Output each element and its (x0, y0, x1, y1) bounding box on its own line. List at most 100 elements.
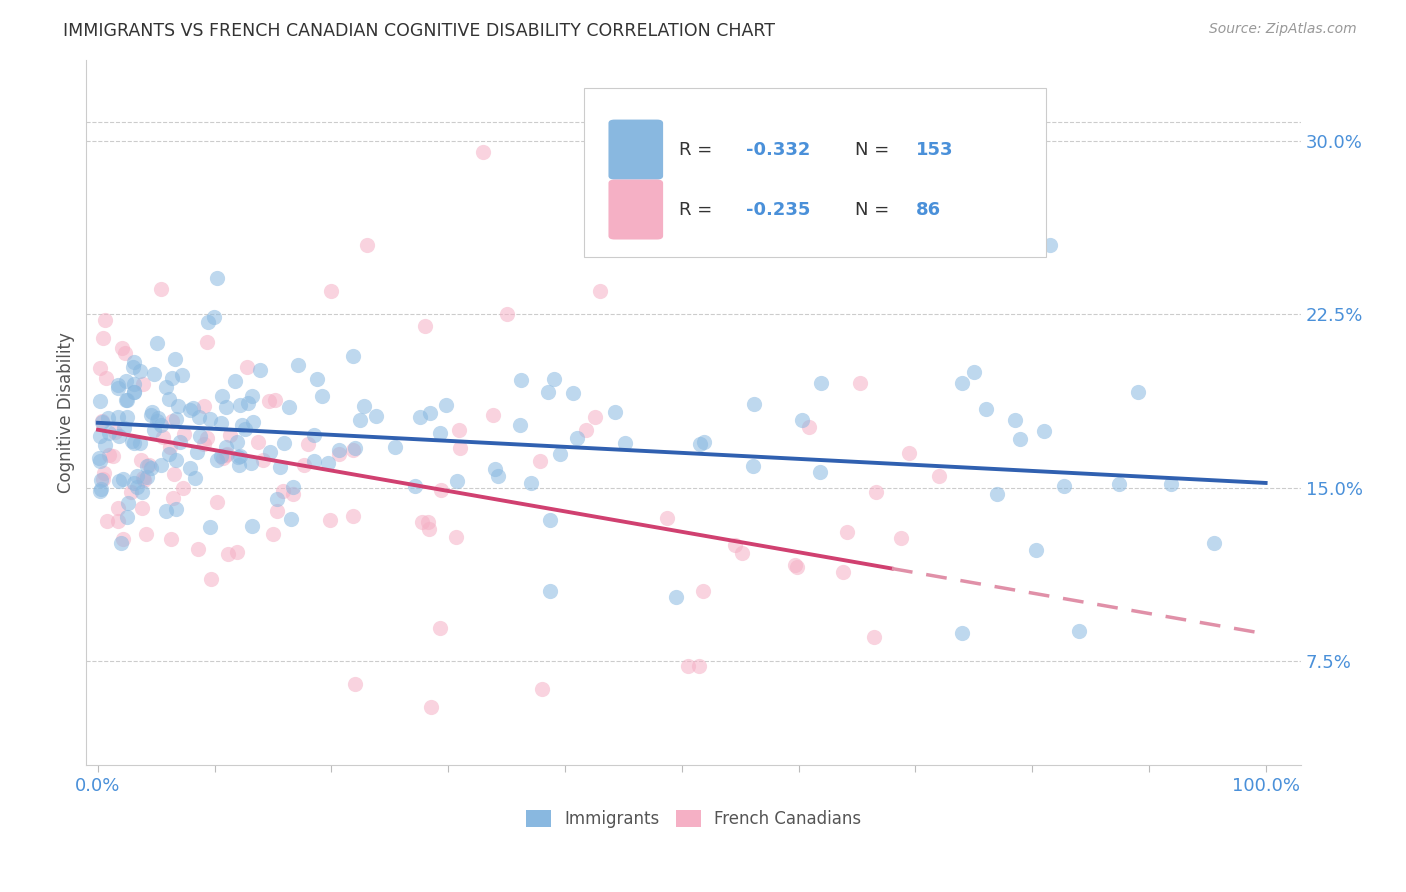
Point (94, 313, 117, 327)
Point (163, 467, 186, 481)
Point (195, 431, 218, 445)
Point (120, 484, 142, 499)
Point (613, 436, 636, 450)
Point (786, 559, 808, 574)
Point (93, 438, 115, 452)
Point (115, 510, 138, 524)
Point (149, 282, 172, 296)
Point (146, 336, 169, 351)
Point (228, 458, 250, 472)
Point (509, 373, 531, 387)
Point (890, 531, 912, 545)
Point (215, 448, 238, 462)
Point (449, 441, 471, 455)
Point (112, 421, 135, 435)
Point (495, 307, 517, 321)
Point (159, 440, 181, 454)
Point (135, 458, 157, 473)
Point (90, 415, 112, 429)
Point (898, 446, 921, 460)
Point (328, 447, 350, 461)
Text: Source: ZipAtlas.com: Source: ZipAtlas.com (1209, 22, 1357, 37)
Point (575, 424, 598, 438)
Text: -0.332: -0.332 (745, 141, 810, 159)
Point (187, 542, 209, 557)
Point (138, 458, 160, 472)
Point (792, 413, 814, 427)
Point (236, 360, 259, 375)
Point (446, 474, 468, 488)
Point (1039, 237, 1062, 252)
Point (447, 423, 470, 437)
Point (173, 427, 195, 442)
Point (292, 458, 315, 472)
Point (224, 374, 246, 388)
Text: 86: 86 (915, 201, 941, 219)
Point (114, 346, 136, 360)
Point (264, 392, 287, 407)
Point (104, 425, 127, 439)
FancyBboxPatch shape (583, 87, 1046, 257)
Point (676, 658, 699, 673)
Point (1021, 208, 1043, 222)
Point (93, 466, 115, 480)
Point (519, 475, 541, 490)
Point (107, 474, 129, 488)
Point (603, 405, 626, 419)
Point (742, 397, 765, 411)
Point (125, 469, 148, 483)
Point (89, 484, 111, 499)
Point (162, 370, 184, 384)
Point (266, 503, 288, 517)
Point (434, 398, 457, 412)
Point (692, 584, 714, 599)
Point (249, 363, 271, 377)
Point (159, 532, 181, 546)
Point (269, 460, 291, 475)
Point (782, 168, 804, 182)
Point (277, 400, 299, 414)
Point (187, 409, 209, 424)
Point (343, 677, 366, 691)
Point (152, 430, 174, 444)
Point (413, 318, 436, 333)
Point (162, 491, 184, 505)
Point (797, 419, 820, 434)
Point (108, 429, 131, 443)
Point (273, 436, 295, 450)
Point (950, 626, 973, 640)
Point (1108, 477, 1130, 491)
Point (200, 572, 222, 586)
Point (259, 445, 281, 459)
Point (1126, 385, 1149, 400)
Point (141, 409, 163, 423)
Text: 153: 153 (915, 141, 953, 159)
Point (280, 512, 302, 526)
Point (731, 546, 754, 560)
Point (202, 310, 225, 325)
Point (832, 566, 855, 580)
Point (195, 334, 218, 349)
Point (181, 401, 204, 416)
Point (111, 342, 134, 356)
Point (353, 399, 375, 413)
Point (115, 393, 138, 408)
Point (481, 408, 503, 422)
Point (122, 359, 145, 374)
Point (96, 514, 118, 528)
Point (149, 417, 172, 432)
Point (252, 453, 274, 467)
Point (266, 491, 288, 506)
Point (342, 349, 364, 363)
Point (562, 385, 585, 400)
FancyBboxPatch shape (609, 120, 664, 179)
Point (115, 374, 138, 388)
Point (741, 458, 763, 473)
Point (693, 435, 716, 450)
Point (131, 500, 153, 515)
Point (404, 479, 426, 493)
Point (157, 447, 180, 461)
Point (849, 376, 872, 390)
Point (302, 454, 325, 468)
Text: N =: N = (855, 201, 896, 219)
